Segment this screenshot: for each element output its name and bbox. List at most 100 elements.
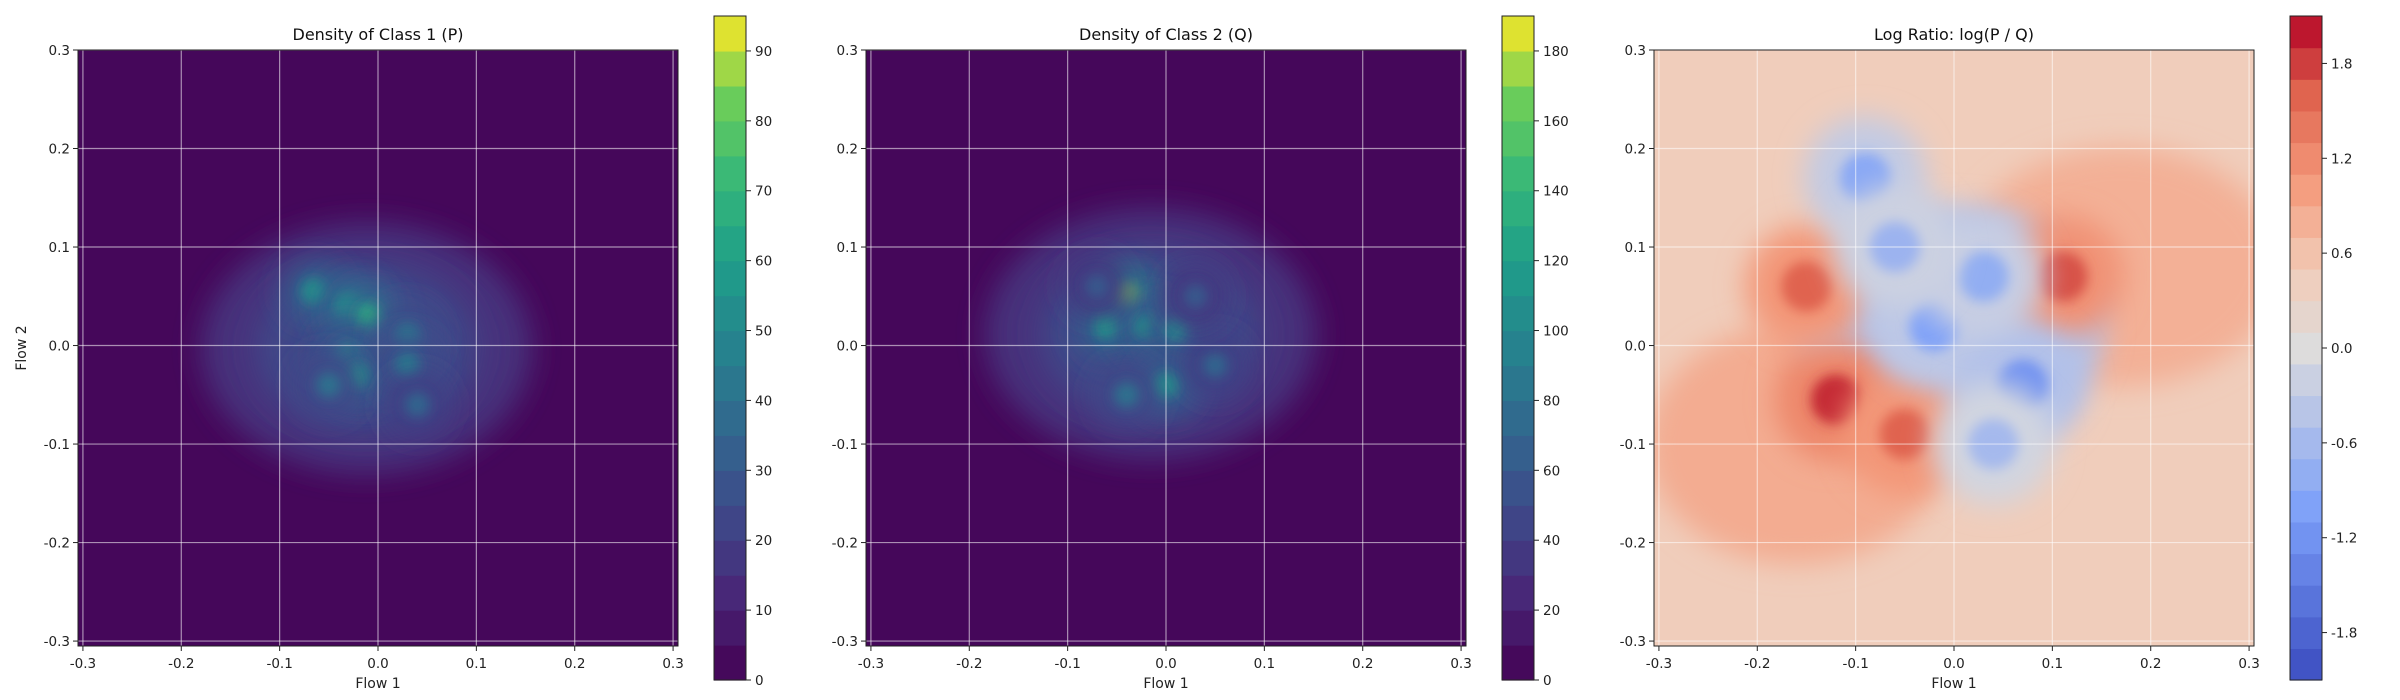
colorbar-level	[1502, 470, 1534, 506]
y-tick-label: 0.1	[1625, 240, 1646, 256]
heatmap-field	[201, 223, 532, 474]
y-tick-label: 0.2	[1625, 142, 1646, 158]
y-ticks: 0.3 0.2 0.1 0.0 -0.1 -0.2 -0.3	[44, 43, 78, 650]
colorbar-tick-label: 30	[755, 463, 772, 479]
colorbar-level	[2290, 205, 2322, 238]
colorbar-level	[714, 610, 746, 646]
colorbar-level	[714, 435, 746, 471]
x-ticks: -0.3 -0.2 -0.1 0.0 0.1 0.2 0.3	[70, 646, 684, 672]
colorbar-level	[2290, 79, 2322, 112]
y-tick-label: -0.3	[832, 634, 858, 650]
x-tick-label: -0.3	[1646, 656, 1672, 672]
hotspot	[1182, 283, 1209, 309]
colorbar-level	[714, 260, 746, 297]
colorbar-level	[1502, 225, 1534, 262]
colorbar-level	[714, 575, 746, 611]
colorbar-level	[1502, 155, 1534, 192]
colorbar-tick-label: 80	[755, 114, 772, 130]
colorbar-tick-label: 40	[755, 393, 772, 409]
y-tick-label: -0.2	[44, 536, 70, 552]
colorbar-tick-label: 80	[1543, 393, 1560, 409]
plot-area	[1654, 50, 2254, 646]
colorbar-level	[2290, 363, 2322, 397]
colorbar-tick-label: 180	[1543, 44, 1569, 60]
colorbar-level	[714, 505, 746, 541]
x-axis-label: Flow 1	[1143, 676, 1188, 692]
x-tick-label: 0.3	[662, 656, 683, 672]
colorbar-level	[1502, 610, 1534, 646]
x-tick-label: 0.1	[2042, 656, 2063, 672]
hotspot	[1781, 261, 1832, 312]
y-tick-label: -0.1	[44, 437, 70, 453]
colorbar-tick-label: 120	[1543, 254, 1569, 270]
colorbar-level	[714, 50, 746, 87]
hotspot	[394, 352, 421, 378]
colorbar-level	[714, 645, 746, 681]
colorbar-tick-label: 0.6	[2331, 246, 2352, 262]
x-tick-label: 0.2	[2140, 656, 2161, 672]
colorbar-level	[1502, 540, 1534, 576]
chart-title: Density of Class 1 (P)	[293, 25, 464, 44]
hotspot	[316, 372, 342, 398]
colorbar-level	[1502, 120, 1534, 157]
x-tick-label: 0.3	[2238, 656, 2259, 672]
colorbar-tick-label: 140	[1543, 184, 1569, 200]
heatmap-field	[1654, 116, 2254, 565]
colorbar-tick-label: 1.8	[2331, 56, 2352, 72]
x-tick-label: 0.0	[1155, 656, 1176, 672]
colorbar-level	[714, 190, 746, 227]
colorbar-tick-label: 100	[1543, 324, 1569, 340]
colorbar-level	[1502, 575, 1534, 611]
x-tick-label: -0.3	[858, 656, 884, 672]
x-tick-label: -0.1	[1054, 656, 1080, 672]
y-axis-label: Flow 2	[14, 325, 30, 370]
colorbar-level	[1502, 295, 1534, 332]
y-tick-label: -0.1	[832, 437, 858, 453]
colorbar-level	[1502, 190, 1534, 227]
y-tick-label: 0.1	[49, 240, 70, 256]
colorbar-level	[1502, 435, 1534, 471]
colorbar-tick-label: 70	[755, 184, 772, 200]
x-tick-label: 0.3	[1450, 656, 1471, 672]
x-tick-label: -0.3	[70, 656, 96, 672]
chart-title: Log Ratio: log(P / Q)	[1874, 25, 2034, 44]
colorbar-level	[1502, 330, 1534, 367]
colorbar-level	[2290, 110, 2322, 144]
colorbar-level	[2290, 616, 2322, 649]
y-tick-label: 0.2	[49, 142, 70, 158]
colorbar-tick-label: 1.2	[2331, 151, 2352, 167]
x-tick-label: 0.2	[1352, 656, 1373, 672]
colorbar-level	[1502, 16, 1534, 52]
x-tick-label: 0.2	[564, 656, 585, 672]
colorbar-level	[714, 330, 746, 367]
colorbar-level	[2290, 648, 2322, 681]
colorbar-level	[714, 400, 746, 436]
colorbar-level	[2290, 16, 2322, 49]
colorbar-tick-label: 90	[755, 44, 772, 60]
colorbar-level	[2290, 585, 2322, 618]
colorbar-level	[714, 155, 746, 192]
colorbar-level	[2290, 553, 2322, 586]
hotspot	[1879, 408, 1931, 460]
colorbar-tick-label: 10	[755, 603, 772, 619]
colorbar-tick-label: 0	[755, 673, 764, 689]
y-tick-label: -0.1	[1620, 437, 1646, 453]
colorbar-level	[714, 540, 746, 576]
x-tick-label: -0.2	[956, 656, 982, 672]
colorbar-level	[714, 16, 746, 52]
hotspot	[355, 303, 381, 329]
x-axis-label: Flow 1	[1931, 676, 1976, 692]
x-tick-label: 0.1	[1254, 656, 1275, 672]
y-tick-label: 0.3	[837, 43, 858, 59]
chart-panel-density-p: -0.3 -0.2 -0.1 0.0 0.1 0.2 0.3 0.30.20.10.0-0.…	[14, 15, 772, 692]
colorbar-level	[2290, 237, 2322, 270]
colorbar-level	[2290, 458, 2322, 491]
colorbar-frame	[1501, 15, 1535, 681]
hotspot	[1084, 273, 1110, 300]
colorbar-level	[1502, 505, 1534, 541]
colorbar-tick-label: 60	[1543, 463, 1560, 479]
x-ticks: -0.3 -0.2 -0.1 0.0 0.1 0.2 0.3	[858, 646, 1472, 672]
x-tick-label: 0.1	[466, 656, 487, 672]
colorbar: -1.8 -1.2 -0.6 0.0 0.6 1.2 1.8	[2289, 15, 2357, 681]
y-ticks: 0.3 0.2 0.1 0.0 -0.1 -0.2 -0.3	[1620, 43, 1654, 650]
